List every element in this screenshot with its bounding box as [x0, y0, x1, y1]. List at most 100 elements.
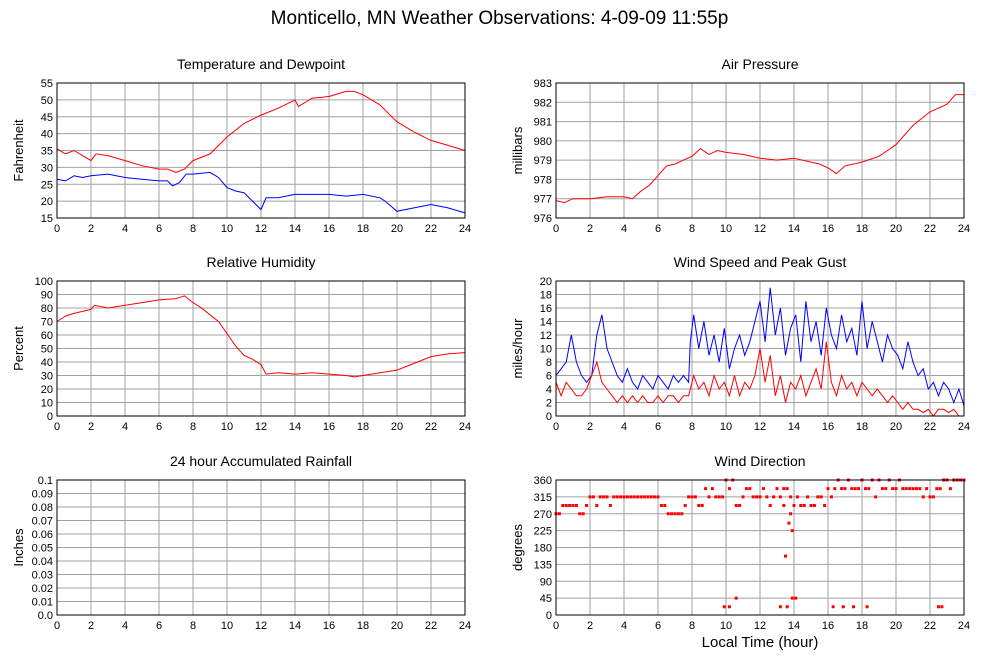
data-point: [734, 596, 738, 600]
data-point: [928, 495, 932, 499]
y-tick-label: 0.02: [32, 583, 53, 595]
y-tick-label: 30: [41, 162, 53, 174]
x-tick-label: 16: [323, 421, 335, 433]
x-tick-label: 16: [323, 620, 335, 632]
x-tick-label: 6: [156, 223, 162, 235]
data-point: [908, 487, 912, 491]
data-point: [710, 487, 714, 491]
x-tick-label: 20: [391, 421, 403, 433]
data-point: [673, 512, 677, 516]
y-tick-label: 80: [41, 303, 53, 315]
data-point: [816, 495, 820, 499]
x-tick-label: 4: [621, 223, 627, 235]
x-tick-label: 6: [655, 223, 661, 235]
data-point: [865, 605, 869, 609]
chart-title: Wind Direction: [714, 453, 805, 469]
data-point: [748, 487, 752, 491]
data-point: [707, 495, 711, 499]
y-tick-label: 4: [546, 384, 552, 396]
x-tick-label: 6: [655, 421, 661, 433]
data-point: [602, 495, 606, 499]
data-point: [809, 504, 813, 507]
y-tick-label: 981: [534, 117, 552, 129]
data-point: [784, 554, 787, 558]
series-line-1: [555, 341, 964, 417]
y-tick-label: 0.01: [32, 597, 53, 609]
x-tick-label: 4: [621, 421, 627, 433]
data-point: [758, 495, 762, 499]
x-tick-label: 2: [587, 620, 593, 632]
y-tick-label: 976: [534, 213, 552, 225]
y-tick-label: 978: [534, 174, 552, 186]
x-tick-label: 24: [958, 620, 970, 632]
x-tick-label: 8: [689, 620, 695, 632]
data-point: [826, 487, 830, 491]
y-tick-label: 45: [41, 112, 53, 124]
data-point: [833, 487, 837, 491]
y-tick-label: 0.05: [32, 543, 53, 555]
x-tick-label: 4: [122, 223, 128, 235]
data-point: [768, 504, 772, 507]
y-tick-label: 0.08: [32, 502, 53, 514]
y-tick-label: 18: [540, 290, 552, 302]
y-tick-label: 20: [41, 196, 53, 208]
data-point: [744, 487, 748, 491]
y-axis-label: degrees: [510, 524, 525, 571]
y-tick-label: 100: [35, 276, 53, 288]
plot-frame: [555, 280, 965, 417]
x-tick-label: 12: [754, 620, 766, 632]
x-tick-label: 16: [822, 620, 834, 632]
series-line-0: [555, 94, 964, 204]
data-point: [727, 487, 731, 491]
data-point: [591, 495, 595, 499]
data-point: [646, 495, 650, 499]
y-tick-label: 0.09: [32, 489, 53, 501]
y-tick-label: 0.06: [32, 529, 53, 541]
x-tick-label: 24: [459, 223, 471, 235]
data-point: [722, 605, 726, 609]
y-tick-label: 0.03: [32, 570, 53, 582]
data-point: [625, 495, 629, 499]
x-tick-label: 6: [655, 620, 661, 632]
data-point: [806, 495, 810, 499]
y-tick-label: 977: [534, 194, 552, 206]
x-tick-label: 0: [54, 421, 60, 433]
series-line-0: [555, 287, 965, 407]
data-point: [925, 487, 929, 491]
data-point: [755, 495, 759, 499]
x-tick-label: 14: [788, 223, 800, 235]
y-tick-label: 30: [41, 371, 53, 383]
x-tick-label: 22: [924, 223, 936, 235]
data-point: [751, 495, 755, 499]
data-point: [666, 512, 670, 516]
data-point: [850, 487, 854, 491]
x-tick-label: 8: [190, 620, 196, 632]
data-point: [794, 596, 798, 600]
y-tick-label: 40: [41, 129, 53, 141]
x-tick-label: 18: [357, 620, 369, 632]
data-point: [790, 596, 794, 600]
data-point: [612, 495, 616, 499]
data-point: [778, 605, 782, 609]
data-point: [940, 605, 944, 609]
data-point: [670, 512, 674, 516]
y-tick-label: 0: [546, 411, 552, 423]
y-tick-label: 0: [546, 610, 552, 622]
x-tick-label: 12: [754, 223, 766, 235]
data-point: [687, 495, 691, 499]
x-tick-label: 12: [255, 421, 267, 433]
plot-frame: [56, 82, 466, 219]
x-tick-label: 6: [156, 620, 162, 632]
data-point: [557, 512, 561, 516]
data-point: [775, 487, 779, 491]
y-axis-label: miles/hour: [510, 318, 525, 379]
x-tick-label: 22: [924, 421, 936, 433]
data-point: [663, 504, 667, 507]
data-point: [656, 495, 660, 499]
x-tick-label: 4: [621, 620, 627, 632]
y-tick-label: 10: [540, 344, 552, 356]
plot-frame: [56, 280, 466, 417]
